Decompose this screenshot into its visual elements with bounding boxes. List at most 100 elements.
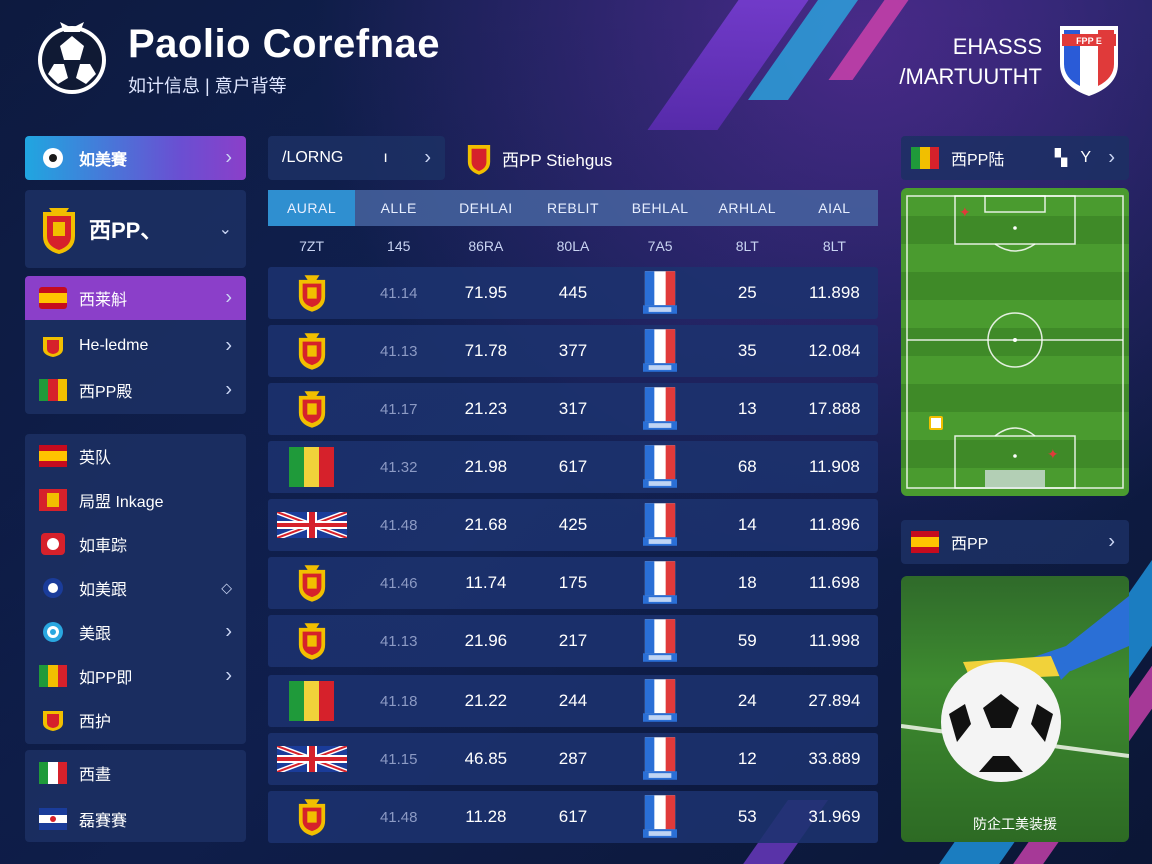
ball-badge-icon: [43, 578, 63, 598]
column-header[interactable]: ARHLAL: [718, 200, 776, 216]
section-title: 西PP Stiehgus: [502, 150, 613, 170]
nav-group-3: 西晝 磊賽賽: [25, 750, 246, 842]
section-header: 西PP Stiehgus: [466, 136, 612, 180]
nav-item-5[interactable]: 局盟 Inkage: [25, 478, 246, 522]
table-row[interactable]: 41.14 71.95 445 25 11.898: [268, 267, 878, 319]
nav-item-12-label: 磊賽賽: [79, 813, 128, 830]
app-logo-icon: [38, 22, 106, 94]
header-right-line1: EHASSS: [952, 34, 1042, 59]
table-cell: 71.78: [464, 341, 508, 360]
table-row[interactable]: 41.17 21.23 317 13 17.888: [268, 383, 878, 435]
table-cell: 175: [558, 573, 588, 592]
table-cell: 287: [558, 749, 588, 768]
table-cell: 21.96: [464, 631, 508, 650]
kit-icon-cell: [617, 675, 704, 727]
chevron-down-icon: ⌄: [218, 221, 232, 238]
table-cell: 41.32: [379, 458, 418, 476]
table-cell: 21.68: [464, 515, 508, 534]
team-icon-cell: [268, 791, 355, 843]
team-select-dropdown[interactable]: 西PP、 ⌄: [25, 190, 246, 268]
grid-icon[interactable]: ▚: [1054, 150, 1067, 167]
chevron-right-icon: ›: [225, 378, 232, 401]
table-cell: 11.74: [465, 573, 507, 592]
nav-item-8[interactable]: 美跟 ›: [25, 610, 246, 654]
kit-icon: [643, 795, 678, 838]
sort-dropdown-value: ı: [383, 149, 388, 166]
table-cell: 41.48: [379, 808, 418, 826]
table-cell: 59: [737, 631, 757, 650]
nav-item-10[interactable]: 西护: [25, 698, 246, 742]
table-row[interactable]: 41.46 11.74 175 18 11.698: [268, 557, 878, 609]
column-header[interactable]: AIAL: [818, 200, 851, 216]
nav-item-7[interactable]: 如美跟 ◇: [25, 566, 246, 610]
nav-item-2[interactable]: He-ledme ›: [25, 324, 246, 368]
table-row[interactable]: 41.15 46.85 287 12 33.889: [268, 733, 878, 785]
table-cell: 21.23: [464, 399, 508, 418]
ball-marker-icon[interactable]: [929, 416, 943, 430]
team-icon-cell: [268, 675, 355, 727]
column-header[interactable]: DEHLAI: [459, 200, 513, 216]
player-marker-icon[interactable]: ✦: [959, 204, 971, 220]
table-row[interactable]: 41.32 21.98 617 68 11.908: [268, 441, 878, 493]
table-cell: 27.894: [808, 691, 861, 710]
sort-dropdown-label: /LORNG: [282, 149, 344, 166]
photo-caption: 防企工美装援: [973, 816, 1057, 832]
chevron-right-icon[interactable]: ›: [1108, 146, 1115, 169]
column-header[interactable]: ALLE: [380, 200, 417, 216]
svg-text:FPP E: FPP E: [1076, 36, 1102, 46]
pitch-control-label[interactable]: Y: [1080, 149, 1091, 166]
table-cell: 14: [737, 515, 757, 534]
table-cell: 11.698: [809, 573, 860, 592]
chevron-right-icon: ›: [424, 146, 431, 169]
badge-icon: [41, 533, 65, 555]
nav-item-12[interactable]: 磊賽賽: [25, 796, 246, 842]
kit-icon-cell: [617, 791, 704, 843]
nav-item-3-label: 西PP殿: [79, 384, 133, 401]
top-nav-button[interactable]: 如美賽 ›: [25, 136, 246, 180]
table-cell: 18: [737, 573, 757, 592]
column-header[interactable]: REBLIT: [546, 200, 599, 216]
table-row[interactable]: 41.48 11.28 617 53 31.969: [268, 791, 878, 843]
nav-item-9-label: 如PP即: [79, 670, 133, 687]
table-cell: 24: [737, 691, 757, 710]
nav-item-4[interactable]: 英队: [25, 434, 246, 478]
table-cell: 11.998: [809, 631, 860, 650]
team-icon-cell: [268, 733, 355, 785]
nav-item-11[interactable]: 西晝: [25, 750, 246, 796]
sort-dropdown[interactable]: /LORNG ı ›: [268, 136, 445, 180]
pitch-header[interactable]: 西PP陆 ▚ Y ›: [901, 136, 1129, 180]
spain-crest-icon: [43, 208, 75, 254]
table-cell: 217: [558, 631, 588, 650]
nav-item-1-label: 西莱斛: [79, 292, 128, 309]
tricolor-flag-icon: [289, 447, 335, 487]
player-photo: 防企工美装援: [901, 576, 1129, 842]
soccer-ball-icon: [43, 148, 63, 168]
team-icon-cell: [268, 383, 355, 435]
column-subheader: 86RA: [468, 238, 504, 254]
table-row[interactable]: 41.13 21.96 217 59 11.998: [268, 615, 878, 667]
nav-item-10-label: 西护: [79, 714, 112, 731]
column-subheader: 8LT: [735, 238, 759, 254]
spain-crest-icon: [298, 623, 325, 660]
nav-item-3[interactable]: 西PP殿 ›: [25, 368, 246, 412]
player-marker-icon[interactable]: ✦: [1047, 446, 1059, 462]
team-detail-header[interactable]: 西PP ›: [901, 520, 1129, 564]
column-header[interactable]: BEHLAL: [631, 200, 689, 216]
column-header[interactable]: AURAL: [268, 190, 356, 226]
table-row[interactable]: 41.48 21.68 425 14 11.896: [268, 499, 878, 551]
table-cell: 41.48: [379, 516, 418, 534]
nav-item-1[interactable]: 西莱斛 ›: [25, 276, 246, 320]
pitch-map[interactable]: ✦ ✦: [901, 188, 1129, 496]
table-header: AURAL ALLE DEHLAI REBLIT BEHLAL ARHLAL A…: [268, 190, 878, 226]
table-row[interactable]: 41.18 21.22 244 24 27.894: [268, 675, 878, 727]
nav-item-9[interactable]: 如PP即 ›: [25, 654, 246, 698]
diamond-icon: ◇: [221, 579, 232, 596]
table-row[interactable]: 41.13 71.78 377 35 12.084: [268, 325, 878, 377]
table-cell: 41.13: [379, 342, 418, 360]
table-cell: 11.896: [809, 515, 860, 534]
team-icon-cell: [268, 615, 355, 667]
nav-item-6[interactable]: 如車踪: [25, 522, 246, 566]
chevron-right-icon: ›: [225, 664, 232, 687]
header-right-line2: /MARTUUTHT: [899, 64, 1042, 89]
nav-item-7-label: 如美跟: [79, 582, 128, 599]
